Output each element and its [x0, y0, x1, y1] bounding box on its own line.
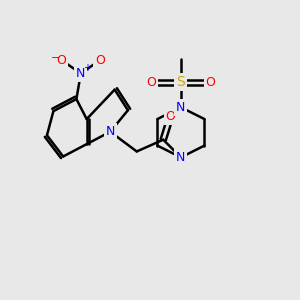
Text: N: N [106, 125, 115, 138]
Text: O: O [166, 110, 176, 123]
Text: O: O [57, 54, 67, 67]
Text: O: O [146, 76, 156, 89]
Text: N: N [176, 151, 186, 164]
Text: +: + [83, 63, 91, 73]
Text: S: S [176, 75, 185, 89]
Text: O: O [95, 54, 105, 67]
Text: N: N [176, 101, 186, 114]
Text: O: O [206, 76, 215, 89]
Text: N: N [76, 67, 86, 80]
Text: −: − [50, 53, 60, 63]
